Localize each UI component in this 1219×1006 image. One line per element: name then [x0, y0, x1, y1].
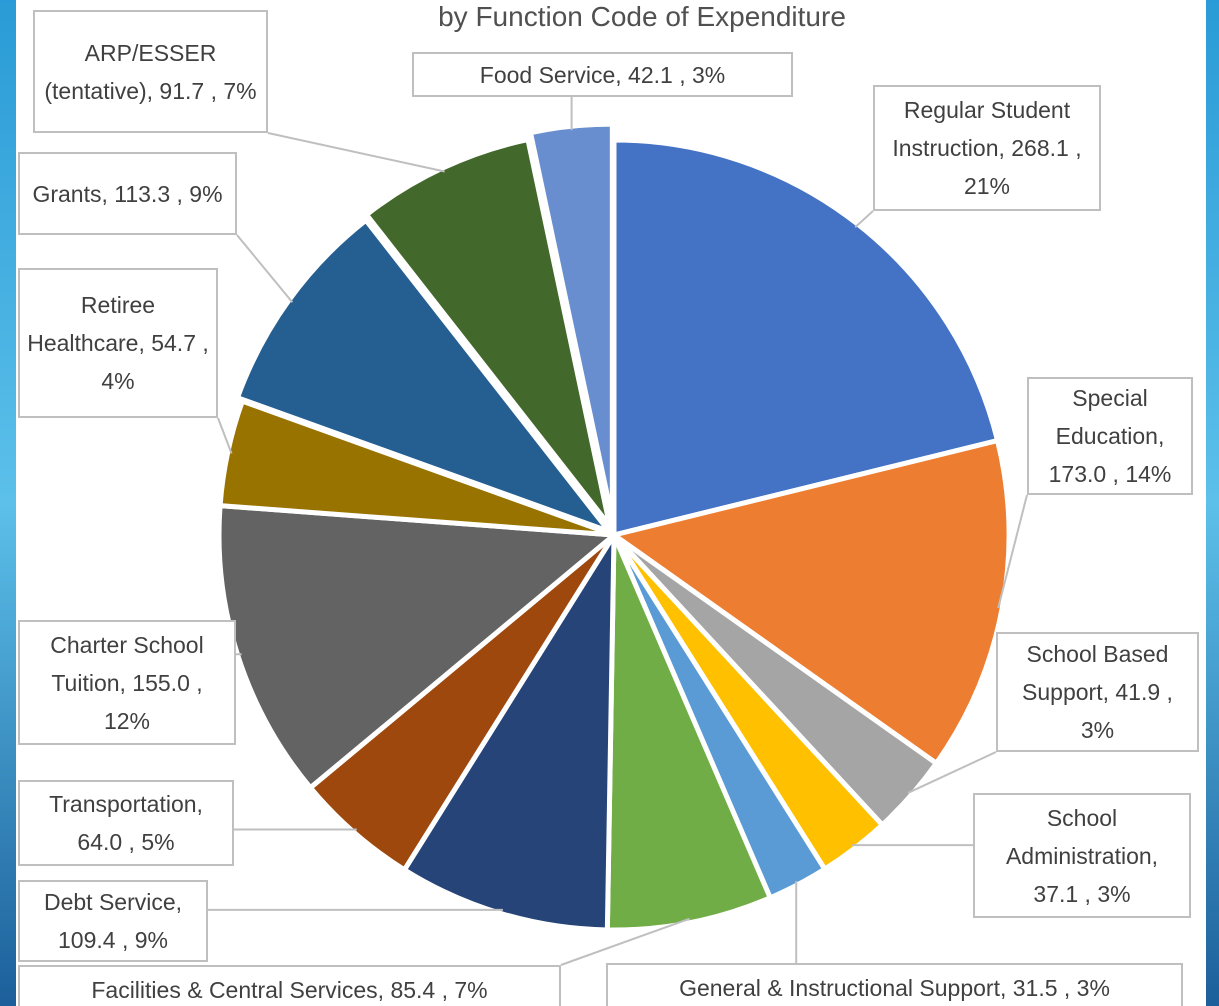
- data-label: Regular Student Instruction, 268.1 , 21%: [873, 85, 1101, 211]
- leader-line: [907, 751, 997, 794]
- data-label: School Administration, 37.1 , 3%: [973, 793, 1191, 918]
- leader-line: [560, 917, 691, 966]
- data-label: Retiree Healthcare, 54.7 , 4%: [18, 268, 218, 418]
- data-label: School Based Support, 41.9 , 3%: [996, 632, 1199, 752]
- pie-slice: [364, 137, 613, 529]
- leader-line: [267, 132, 445, 173]
- leader-line: [997, 494, 1028, 609]
- pie-slice: [216, 503, 617, 791]
- data-label: Transportation, 64.0 , 5%: [18, 780, 234, 866]
- leader-line: [236, 234, 294, 303]
- data-label: General & Instructional Support, 31.5 , …: [606, 963, 1183, 1006]
- data-label: Debt Service, 109.4 , 9%: [18, 880, 208, 962]
- data-label: Charter School Tuition, 155.0 , 12%: [18, 620, 236, 745]
- pie-slice: [401, 532, 617, 933]
- leader-line: [217, 417, 233, 454]
- data-label: Facilities & Central Services, 85.4 , 7%: [18, 965, 561, 1006]
- chart-title: by Function Code of Expenditure: [438, 1, 846, 32]
- data-label: Special Education, 173.0 , 14%: [1027, 377, 1193, 495]
- leader-line: [854, 210, 874, 228]
- pie-slice: [604, 532, 773, 933]
- data-label: Grants, 113.3 , 9%: [18, 152, 237, 235]
- pie-slice: [611, 438, 1012, 766]
- data-label: Food Service, 42.1 , 3%: [412, 52, 793, 97]
- data-label: ARP/ESSER (tentative), 91.7 , 7%: [33, 10, 268, 133]
